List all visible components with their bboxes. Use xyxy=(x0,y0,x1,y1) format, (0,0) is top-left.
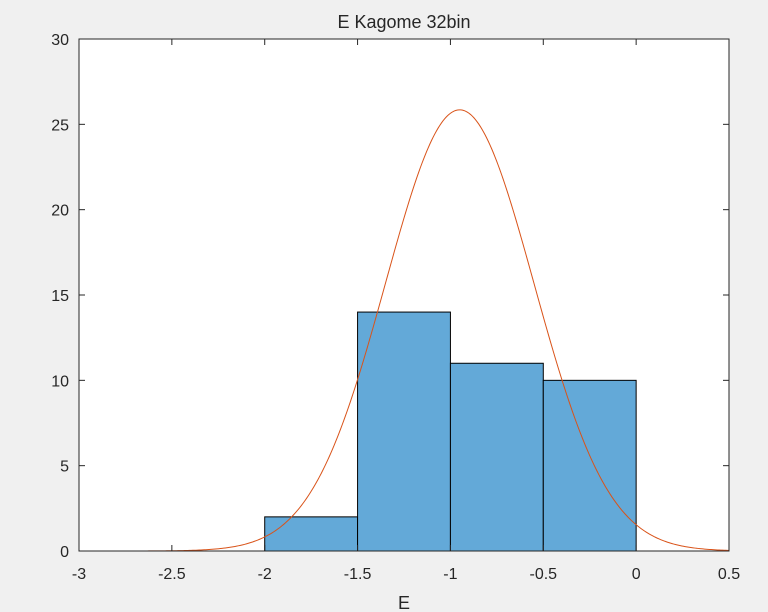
y-tick-label: 20 xyxy=(51,203,69,220)
x-tick-label: 0 xyxy=(632,566,641,583)
y-tick-label: 5 xyxy=(60,459,69,476)
x-axis-ticks: -3 -2.5 -2 -1.5 -1 -0.5 0 0.5 xyxy=(72,39,740,583)
normal-fit-curve xyxy=(79,109,730,552)
x-tick-label: -3 xyxy=(72,566,86,583)
x-tick-label: -1.5 xyxy=(344,566,372,583)
histogram-bar xyxy=(357,311,451,552)
histogram-bar xyxy=(449,362,544,552)
y-tick-label: 0 xyxy=(60,544,69,561)
y-tick-label: 25 xyxy=(51,117,69,134)
x-tick-label: -0.5 xyxy=(529,566,557,583)
x-tick-label: -1 xyxy=(443,566,457,583)
y-tick-label: 15 xyxy=(51,288,69,305)
x-tick-label: -2 xyxy=(258,566,272,583)
histogram-bar xyxy=(264,516,359,552)
x-tick-label: 0.5 xyxy=(718,566,740,583)
x-axis-label: E xyxy=(398,593,410,612)
histogram-bars xyxy=(264,311,637,552)
y-tick-label: 10 xyxy=(51,373,69,390)
chart-title: E Kagome 32bin xyxy=(337,12,470,32)
x-tick-label: -2.5 xyxy=(158,566,186,583)
y-tick-label: 30 xyxy=(51,32,69,49)
y-axis-ticks: 0 5 10 15 20 25 30 xyxy=(51,32,729,561)
histogram-bar xyxy=(542,379,637,552)
